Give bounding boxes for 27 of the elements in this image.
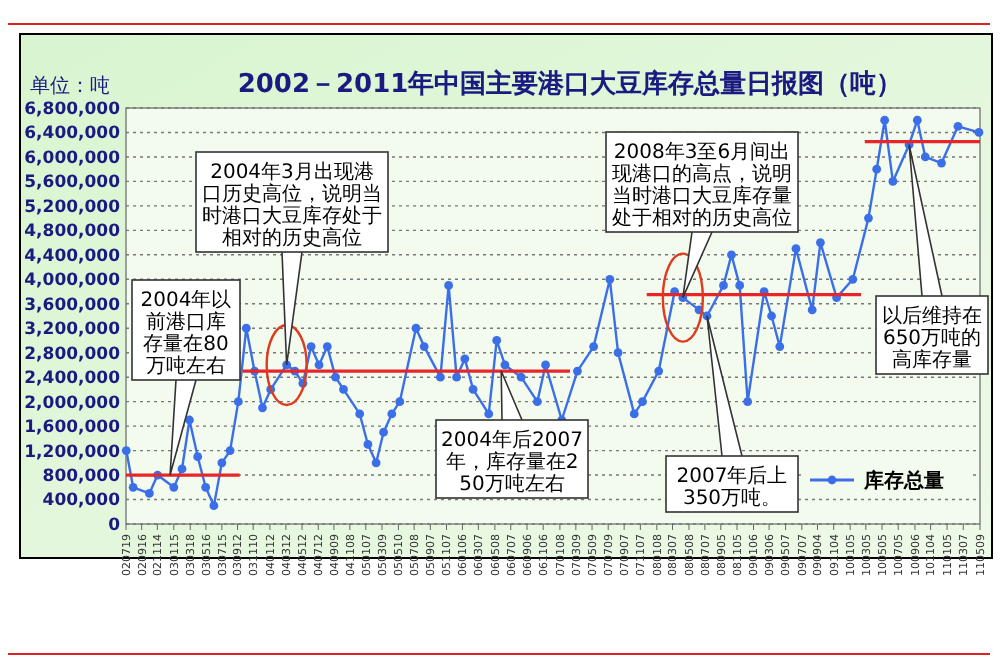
y-tick-label: 1,600,000	[24, 418, 121, 439]
y-tick-label: 6,800,000	[24, 99, 121, 120]
y-tick-label: 6,400,000	[24, 124, 121, 145]
annotation: 2004年后2007年，库存量在250万吨左右	[441, 428, 583, 496]
y-tick-label: 6,000,000	[24, 148, 121, 169]
annotation: 2008年3至6月间出现港口的高点，说明当时港口大豆库存量处于相对的历史高位	[612, 140, 792, 230]
annotation: 2007年后上350万吨。	[676, 464, 788, 510]
y-tick-label: 800,000	[42, 467, 121, 488]
y-tick-label: 2,400,000	[24, 369, 121, 390]
y-tick-label: 4,800,000	[24, 222, 121, 243]
y-tick-label: 5,600,000	[24, 173, 121, 194]
y-tick-label: 4,000,000	[24, 271, 121, 292]
y-tick-label: 1,200,000	[24, 442, 121, 463]
y-tick-label: 0	[108, 515, 121, 536]
annotation: 2004年3月出现港口历史高位，说明当时港口大豆库存处于相对的历史高位	[202, 160, 382, 250]
chart-title: 2002－2011年中国主要港口大豆库存总量日报图（吨）	[237, 68, 903, 100]
annotation: 2004年以前港口库存量在80万吨左右	[140, 288, 232, 378]
y-tick-label: 3,600,000	[24, 295, 121, 316]
y-axis-title: 单位：吨	[30, 74, 110, 98]
annotation: 以后维持在650万吨的高库存量	[882, 304, 982, 372]
y-tick-label: 2,000,000	[24, 393, 121, 414]
y-tick-label: 400,000	[42, 491, 121, 512]
y-tick-label: 4,400,000	[24, 246, 121, 267]
y-tick-label: 3,200,000	[24, 320, 121, 341]
legend-label: 库存总量	[862, 469, 944, 493]
y-tick-label: 2,800,000	[24, 344, 121, 365]
y-tick-label: 5,200,000	[24, 197, 121, 218]
